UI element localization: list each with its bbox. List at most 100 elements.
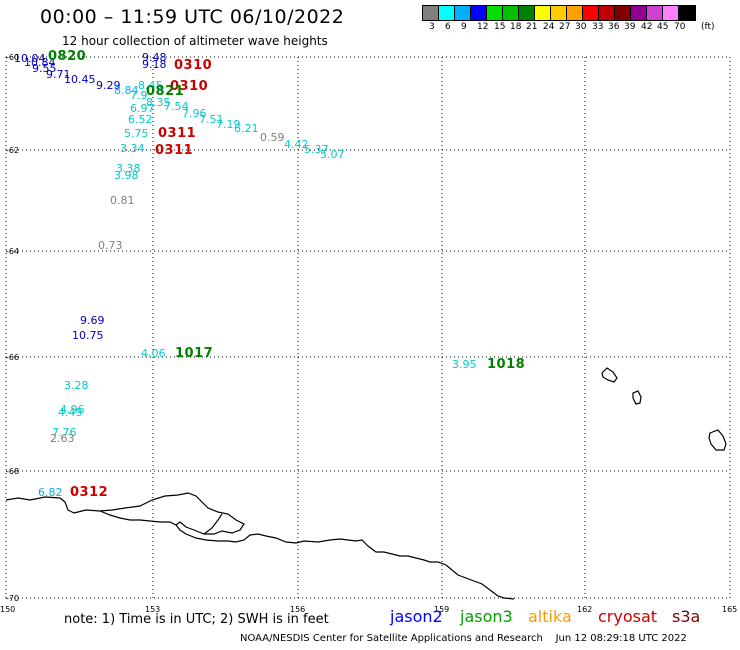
legend-label: 21 [526, 22, 538, 32]
wave-height-value: 8.35 [146, 96, 171, 109]
satellite-name: s3a [672, 607, 701, 626]
generated-timestamp: Jun 12 08:29:18 UTC 2022 [555, 633, 687, 644]
wave-height-value: 6.97 [130, 102, 155, 115]
x-tick-label: 150 [0, 605, 15, 614]
legend-label: 15 [494, 22, 506, 32]
antarctic-coastline [5, 492, 515, 600]
pass-time-label: 0310 [170, 79, 208, 94]
pass-time-label: 0310 [174, 58, 212, 73]
satellite-name: jason3 [460, 607, 513, 626]
x-tick-label: 162 [577, 605, 592, 614]
wave-height-value: 6.21 [234, 122, 259, 135]
color-legend [422, 5, 696, 21]
x-tick-label: 156 [290, 605, 305, 614]
legend-label: 6 [445, 22, 451, 32]
wave-height-value: 3.38 [116, 162, 141, 175]
island-2 [632, 390, 642, 405]
pass-time-label: 0311 [155, 143, 193, 158]
wave-height-value: 10.84 [24, 56, 56, 69]
y-tick-label: -68 [6, 467, 19, 476]
legend-label: 45 [657, 22, 669, 32]
wave-height-value: 3.34 [120, 142, 145, 155]
satellite-name: cryosat [598, 607, 658, 626]
legend-swatch [679, 6, 695, 20]
legend-swatch [583, 6, 599, 20]
wave-height-value: 9.69 [80, 314, 105, 327]
satellite-name: jason2 [390, 607, 443, 626]
x-tick-label: 159 [434, 605, 449, 614]
pass-time-label: 0820 [48, 49, 86, 64]
wave-height-value: 3.95 [452, 358, 477, 371]
legend-swatch [423, 6, 439, 20]
units-note: note: 1) Time is in UTC; 2) SWH is in fe… [64, 612, 329, 627]
wave-height-value: 9.48 [142, 51, 167, 64]
wave-height-value: 4.96 [60, 403, 85, 416]
legend-swatch [567, 6, 583, 20]
legend-swatch [455, 6, 471, 20]
legend-label: 27 [559, 22, 571, 32]
lat-lon-grid [5, 56, 731, 599]
wave-height-value: 5.07 [320, 148, 345, 161]
wave-height-value: 0.59 [260, 131, 285, 144]
legend-swatch [535, 6, 551, 20]
legend-swatch [471, 6, 487, 20]
y-tick-label: -66 [6, 353, 19, 362]
credit-line: NOAA/NESDIS Center for Satellite Applica… [240, 633, 687, 644]
island-1 [601, 367, 618, 383]
axis-ticks: 150 153 156 159 162 165 -60 -62 -64 -66 -68 -70 [0, 53, 737, 614]
legend-swatch [439, 6, 455, 20]
wave-height-value: 7.96 [182, 107, 207, 120]
x-tick-label: 153 [145, 605, 160, 614]
island-3 [708, 429, 727, 451]
legend-label: 70 [674, 22, 686, 32]
legend-label: 36 [608, 22, 620, 32]
wave-height-value: 4.49 [58, 406, 83, 419]
legend-label: 18 [510, 22, 522, 32]
wave-height-value: 0.73 [98, 239, 123, 252]
pass-time-label: 0311 [158, 126, 196, 141]
wave-height-value: 8.45 [138, 79, 163, 92]
wave-height-value: 5.75 [124, 127, 149, 140]
wave-height-value: 10.75 [72, 329, 104, 342]
wave-height-value: 8.84 [114, 84, 139, 97]
legend-label: 9 [461, 22, 467, 32]
wave-height-value: 4.06 [141, 347, 166, 360]
legend-swatch [519, 6, 535, 20]
legend-swatch [551, 6, 567, 20]
wave-height-value: 7.9 [130, 89, 148, 102]
legend-label: 30 [575, 22, 587, 32]
wave-height-value: 3.98 [114, 169, 139, 182]
legend-swatch [615, 6, 631, 20]
wave-height-value: 9.18 [142, 58, 167, 71]
credit-text: NOAA/NESDIS Center for Satellite Applica… [240, 633, 543, 644]
wave-height-value: 7.19 [216, 118, 241, 131]
legend-label: 24 [543, 22, 555, 32]
wave-height-value: 0.81 [110, 194, 135, 207]
satellite-name: altika [528, 607, 572, 626]
peninsula-inlet [99, 510, 177, 526]
legend-label: 12 [477, 22, 489, 32]
legend-label: 3 [429, 22, 435, 32]
wave-height-value: 4.42 [284, 138, 309, 151]
legend-swatch [503, 6, 519, 20]
pass-time-label: 1018 [487, 357, 525, 372]
pass-time-label: 0312 [70, 485, 108, 500]
wave-height-value: 9.29 [96, 79, 121, 92]
legend-swatch [487, 6, 503, 20]
wave-height-value: 2.63 [50, 432, 75, 445]
wave-height-value: 9.71 [46, 68, 71, 81]
legend-label: 39 [624, 22, 636, 32]
wave-height-value: 3.28 [64, 379, 89, 392]
x-tick-label: 165 [722, 605, 737, 614]
wave-height-value: 9.55 [32, 62, 57, 75]
map-title: 00:00 – 11:59 UTC 06/10/2022 [40, 6, 345, 28]
wave-height-value: 7.51 [199, 113, 224, 126]
wave-height-value: 5.37 [304, 143, 329, 156]
wave-height-value: 6.82 [38, 486, 63, 499]
y-tick-label: -70 [6, 594, 19, 603]
legend-label: (ft) [701, 22, 715, 32]
pass-time-label: 0821 [146, 84, 184, 99]
wave-height-value: 7.76 [52, 426, 77, 439]
